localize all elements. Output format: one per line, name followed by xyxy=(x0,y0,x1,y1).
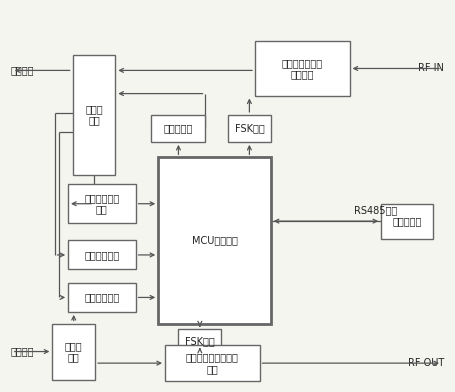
Bar xyxy=(165,345,259,381)
Bar xyxy=(380,204,432,238)
Bar xyxy=(68,283,135,312)
Text: FSK调制: FSK调制 xyxy=(185,336,214,346)
Text: FSK解调: FSK解调 xyxy=(234,123,264,133)
Text: RF IN: RF IN xyxy=(417,64,443,73)
Text: 发光功率采集: 发光功率采集 xyxy=(84,250,119,260)
Text: 发光偏置电流
采集: 发光偏置电流 采集 xyxy=(84,193,119,214)
Text: RS485通信: RS485通信 xyxy=(353,205,396,215)
Text: 激光器
单元: 激光器 单元 xyxy=(85,104,102,126)
Text: MCU控制单元: MCU控制单元 xyxy=(191,236,237,245)
Bar xyxy=(52,323,95,379)
Text: 输出端射频信号处理
单元: 输出端射频信号处理 单元 xyxy=(185,352,238,374)
Text: 光纤输出: 光纤输出 xyxy=(11,65,34,75)
Text: 输入端射频信号
处理单元: 输入端射频信号 处理单元 xyxy=(281,58,322,79)
Bar xyxy=(72,55,115,175)
Bar xyxy=(228,115,270,142)
Bar xyxy=(178,329,221,352)
Text: 上位机软件: 上位机软件 xyxy=(391,216,421,226)
Bar xyxy=(68,184,135,223)
Bar xyxy=(254,42,349,96)
Text: 光功率控制: 光功率控制 xyxy=(163,123,193,133)
Text: 收光功率采集: 收光功率采集 xyxy=(84,292,119,303)
Text: 探测器
单元: 探测器 单元 xyxy=(65,341,82,362)
Bar xyxy=(158,157,270,323)
Text: 光纤输入: 光纤输入 xyxy=(11,347,34,357)
Text: RF OUT: RF OUT xyxy=(407,358,443,368)
Bar xyxy=(68,240,135,269)
Bar xyxy=(151,115,205,142)
